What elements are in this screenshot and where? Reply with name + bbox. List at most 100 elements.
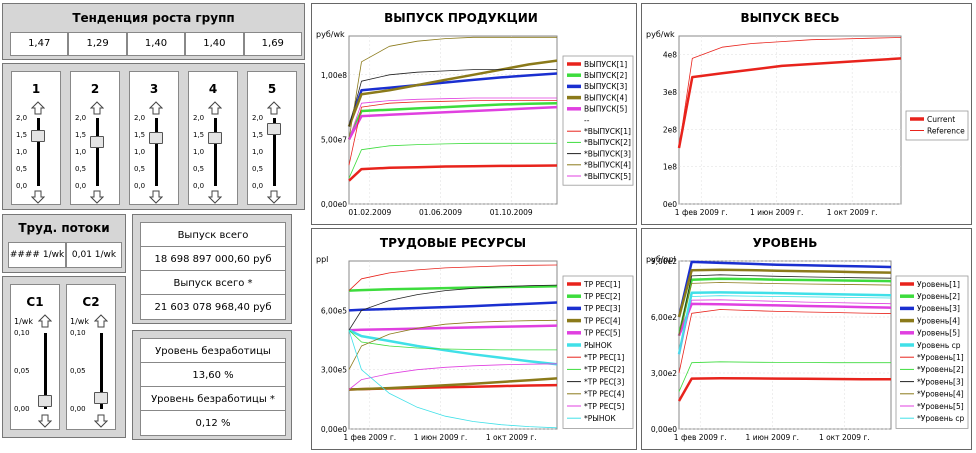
x-tick-label: 1 фев 2009 г. bbox=[675, 208, 728, 217]
arrow-up-icon[interactable] bbox=[37, 314, 53, 328]
slider-thumb[interactable] bbox=[90, 136, 104, 149]
arrow-up-icon[interactable] bbox=[30, 101, 46, 115]
c-slider-thumb[interactable] bbox=[94, 391, 108, 404]
unemployment-panel: Уровень безработицы 13,60 % Уровень безр… bbox=[132, 330, 292, 440]
legend-entry: *ТР РЕС[4] bbox=[584, 390, 624, 399]
slider-up-button[interactable] bbox=[89, 100, 105, 115]
arrow-up-icon[interactable] bbox=[89, 101, 105, 115]
slider-tick-label: 0,5 bbox=[134, 165, 146, 173]
slider-up-button[interactable] bbox=[30, 100, 46, 115]
arrow-down-icon[interactable] bbox=[37, 414, 53, 428]
y-axis-label: руб/wk bbox=[646, 30, 675, 39]
legend-entry: *ТР РЕС[1] bbox=[584, 353, 624, 362]
slider-tick-label: 1,5 bbox=[134, 131, 146, 139]
y-tick-label: 9,00e2 bbox=[651, 257, 677, 266]
series-line-2 bbox=[348, 285, 558, 292]
plot-area bbox=[348, 35, 558, 205]
arrow-down-icon[interactable] bbox=[89, 190, 105, 204]
slider-tick-label: 1,5 bbox=[193, 131, 205, 139]
slider-up-button[interactable] bbox=[266, 100, 282, 115]
slider-down-button[interactable] bbox=[266, 189, 282, 204]
legend-box bbox=[905, 110, 969, 141]
arrow-up-icon[interactable] bbox=[148, 101, 164, 115]
series-line-8 bbox=[348, 69, 557, 127]
slider-box-5: 5 2,0 1,5 1,0 0,5 0,0 bbox=[247, 71, 297, 205]
series-line-12 bbox=[348, 330, 558, 429]
arrow-up-icon[interactable] bbox=[266, 101, 282, 115]
c-slider-track[interactable] bbox=[44, 333, 47, 409]
legend-entry: *ВЫПУСК[5] bbox=[584, 172, 631, 181]
arrow-down-icon[interactable] bbox=[30, 190, 46, 204]
legend-entry: Уровень[3] bbox=[917, 304, 960, 313]
series-line-8 bbox=[678, 361, 891, 392]
slider-track[interactable] bbox=[37, 118, 40, 186]
output-value-1: 18 698 897 000,60 руб bbox=[140, 246, 286, 272]
legend-entry: *Уровень[1] bbox=[917, 353, 964, 362]
x-tick-label: 1 окт 2009 г. bbox=[819, 433, 870, 442]
c-slider-tick-label: 0,10 bbox=[70, 329, 86, 337]
c-slider-down-button[interactable] bbox=[93, 413, 109, 428]
y-axis-label: руб/wk bbox=[316, 30, 345, 39]
series-line-10 bbox=[678, 282, 892, 336]
y-axis-label: руб/ppl bbox=[646, 255, 676, 264]
slider-box-4: 4 2,0 1,5 1,0 0,5 0,0 bbox=[188, 71, 238, 205]
slider-up-button[interactable] bbox=[207, 100, 223, 115]
arrow-up-icon[interactable] bbox=[207, 101, 223, 115]
legend-entry: *ВЫПУСК[2] bbox=[584, 138, 631, 147]
c-slider-label: C1 bbox=[26, 295, 44, 309]
slider-track[interactable] bbox=[155, 118, 158, 186]
chart-output-total: ВЫПУСК ВЕСЬ руб/wk 0e0 1e8 2e8 3e8 4e8 1 фев 20… bbox=[641, 3, 972, 225]
x-tick-label: 01.06.2009 bbox=[419, 208, 462, 217]
slider-thumb[interactable] bbox=[267, 122, 281, 135]
series-line-4 bbox=[348, 377, 558, 391]
arrow-down-icon[interactable] bbox=[148, 190, 164, 204]
legend-entry: Уровень ср bbox=[917, 341, 961, 350]
series-line-2 bbox=[347, 101, 558, 140]
slider-track[interactable] bbox=[214, 118, 217, 186]
series-line-3 bbox=[677, 260, 892, 318]
slider-down-button[interactable] bbox=[30, 189, 46, 204]
slider-thumb[interactable] bbox=[31, 130, 45, 143]
legend-entry: *Уровень[4] bbox=[917, 390, 964, 399]
chart-title: ВЫПУСК ПРОДУКЦИИ bbox=[384, 11, 538, 25]
slider-up-button[interactable] bbox=[148, 100, 164, 115]
c-slider-thumb[interactable] bbox=[38, 395, 52, 408]
c-slider-down-button[interactable] bbox=[37, 413, 53, 428]
growth-value-5: 1,69 bbox=[243, 32, 302, 56]
unemployment-value-2: 0,12 % bbox=[140, 410, 286, 436]
slider-tick-label: 1,0 bbox=[16, 148, 28, 156]
arrow-down-icon[interactable] bbox=[207, 190, 223, 204]
legend-entry: ТР РЕС[3] bbox=[583, 304, 621, 313]
slider-track[interactable] bbox=[273, 118, 276, 186]
c-slider-up-button[interactable] bbox=[93, 313, 109, 328]
legend-entry: Current bbox=[927, 115, 955, 124]
series-line-7 bbox=[678, 309, 892, 374]
series-line-2 bbox=[678, 37, 902, 149]
slider-label: 2 bbox=[90, 82, 100, 96]
arrow-down-icon[interactable] bbox=[93, 414, 109, 428]
slider-tick-label: 1,5 bbox=[75, 131, 87, 139]
y-tick-label: 0,00e0 bbox=[321, 200, 347, 209]
chart-labor: ТРУДОВЫЕ РЕСУРСЫ ppl 0,00e0 3,00e5 6,00e5 1 ф… bbox=[311, 228, 637, 450]
slider-down-button[interactable] bbox=[207, 189, 223, 204]
chart-level-svg: УРОВЕНЬ руб/ppl 0,00e0 3,00e2 6,00e2 9,00e2 1 … bbox=[646, 236, 969, 442]
slider-tick-label: 0,5 bbox=[75, 165, 87, 173]
y-tick-label: 6,00e2 bbox=[651, 313, 677, 322]
y-tick-label: 4e8 bbox=[663, 51, 677, 60]
slider-thumb[interactable] bbox=[208, 132, 222, 145]
growth-panel: Тенденция роста групп 1,47 1,29 1,40 1,40 1,… bbox=[2, 3, 305, 60]
slider-tick-label: 0,0 bbox=[75, 182, 87, 190]
x-tick-label: 01.10.2009 bbox=[490, 208, 533, 217]
slider-track[interactable] bbox=[96, 118, 99, 186]
labor-panel: Труд. потоки #### 1/wk 0,01 1/wk bbox=[2, 214, 126, 273]
slider-box-3: 3 2,0 1,5 1,0 0,5 0,0 bbox=[129, 71, 179, 205]
c-slider-up-button[interactable] bbox=[37, 313, 53, 328]
chart-title: УРОВЕНЬ bbox=[753, 236, 818, 250]
slider-down-button[interactable] bbox=[148, 189, 164, 204]
slider-thumb[interactable] bbox=[149, 132, 163, 145]
c-slider-track[interactable] bbox=[100, 333, 103, 409]
arrow-up-icon[interactable] bbox=[93, 314, 109, 328]
slider-down-button[interactable] bbox=[89, 189, 105, 204]
arrow-down-icon[interactable] bbox=[266, 190, 282, 204]
series-line-9 bbox=[678, 274, 892, 336]
